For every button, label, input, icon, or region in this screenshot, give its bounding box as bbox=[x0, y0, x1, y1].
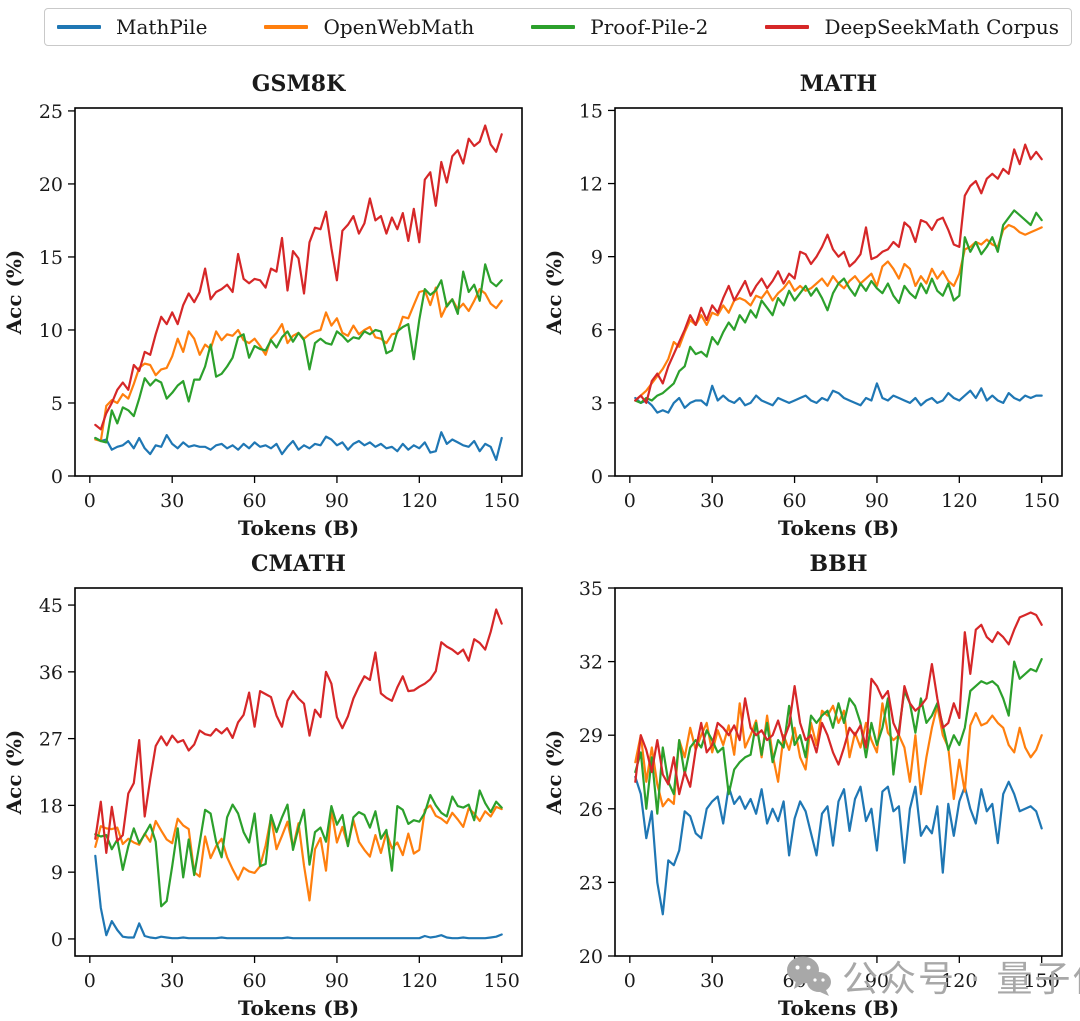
svg-text:Acc (%): Acc (%) bbox=[2, 250, 26, 336]
svg-text:Tokens (B): Tokens (B) bbox=[238, 996, 359, 1020]
svg-text:0: 0 bbox=[84, 490, 96, 512]
svg-text:150: 150 bbox=[1024, 490, 1060, 512]
svg-text:15: 15 bbox=[579, 100, 603, 122]
svg-text:20: 20 bbox=[39, 174, 63, 196]
svg-text:10: 10 bbox=[39, 320, 63, 342]
svg-text:0: 0 bbox=[51, 466, 63, 488]
chart-cmath: 0 30 60 90 120 150 0 9 18 27 36 45 CMATH Tokens (B) Ac… bbox=[2, 551, 523, 1020]
svg-text:20: 20 bbox=[579, 946, 603, 968]
svg-text:60: 60 bbox=[782, 490, 806, 512]
svg-text:60: 60 bbox=[242, 970, 266, 992]
svg-text:CMATH: CMATH bbox=[251, 551, 346, 577]
deepseekmath-corpus-line-swatch bbox=[765, 25, 810, 29]
svg-text:BBH: BBH bbox=[810, 551, 868, 577]
svg-text:120: 120 bbox=[401, 970, 437, 992]
svg-text:MATH: MATH bbox=[800, 71, 877, 97]
svg-text:0: 0 bbox=[624, 490, 636, 512]
svg-text:45: 45 bbox=[39, 595, 63, 617]
svg-text:Tokens (B): Tokens (B) bbox=[238, 516, 359, 540]
svg-text:GSM8K: GSM8K bbox=[252, 71, 346, 97]
svg-text:150: 150 bbox=[1024, 970, 1060, 992]
legend-item-openwebmath: OpenWebMath bbox=[264, 15, 474, 39]
svg-text:5: 5 bbox=[51, 393, 63, 415]
legend-item-proof-pile-2: Proof-Pile-2 bbox=[531, 15, 708, 39]
svg-text:90: 90 bbox=[325, 970, 349, 992]
svg-text:32: 32 bbox=[579, 652, 603, 674]
svg-text:27: 27 bbox=[39, 729, 63, 751]
svg-text:9: 9 bbox=[591, 247, 603, 269]
svg-text:15: 15 bbox=[39, 247, 63, 269]
svg-text:Acc (%): Acc (%) bbox=[542, 730, 566, 816]
svg-text:90: 90 bbox=[865, 490, 889, 512]
legend-label-deepseekmath-corpus: DeepSeekMath Corpus bbox=[824, 15, 1059, 39]
svg-text:30: 30 bbox=[160, 970, 184, 992]
svg-text:6: 6 bbox=[591, 320, 603, 342]
svg-text:Tokens (B): Tokens (B) bbox=[778, 996, 899, 1020]
proof-pile-2-line-swatch bbox=[531, 25, 576, 29]
chart-gsm8k: 0 30 60 90 120 150 0 5 10 15 20 25 GSM8K Tokens (B) Ac… bbox=[2, 71, 523, 540]
svg-text:60: 60 bbox=[242, 490, 266, 512]
svg-text:29: 29 bbox=[579, 725, 603, 747]
svg-text:0: 0 bbox=[51, 929, 63, 951]
svg-text:12: 12 bbox=[579, 174, 603, 196]
legend-label-mathpile: MathPile bbox=[116, 15, 208, 39]
svg-text:90: 90 bbox=[865, 970, 889, 992]
chart-bbh: 0 30 60 90 120 150 20 23 26 29 32 35 BBH Tokens (B) Ac… bbox=[542, 551, 1063, 1020]
svg-text:60: 60 bbox=[782, 970, 806, 992]
svg-text:150: 150 bbox=[484, 490, 520, 512]
svg-text:150: 150 bbox=[484, 970, 520, 992]
svg-text:35: 35 bbox=[579, 578, 603, 600]
legend-item-mathpile: MathPile bbox=[57, 15, 207, 39]
svg-text:25: 25 bbox=[39, 101, 63, 123]
svg-text:90: 90 bbox=[325, 490, 349, 512]
svg-text:36: 36 bbox=[39, 662, 63, 684]
svg-text:18: 18 bbox=[39, 795, 63, 817]
legend-label-openwebmath: OpenWebMath bbox=[323, 15, 475, 39]
chart-math: 0 30 60 90 120 150 0 3 6 9 12 15 MATH Tokens (B) Acc (… bbox=[542, 71, 1063, 540]
svg-text:30: 30 bbox=[700, 490, 724, 512]
svg-text:0: 0 bbox=[591, 466, 603, 488]
openwebmath-line-swatch bbox=[264, 25, 309, 29]
mathpile-line-swatch bbox=[57, 25, 101, 29]
svg-text:3: 3 bbox=[591, 393, 603, 415]
legend: MathPile OpenWebMath Proof-Pile-2 DeepSe… bbox=[44, 8, 1072, 46]
svg-text:30: 30 bbox=[160, 490, 184, 512]
svg-text:120: 120 bbox=[941, 970, 977, 992]
svg-text:Acc (%): Acc (%) bbox=[2, 730, 26, 816]
svg-text:0: 0 bbox=[624, 970, 636, 992]
svg-text:23: 23 bbox=[579, 872, 603, 894]
svg-text:26: 26 bbox=[579, 799, 603, 821]
legend-label-proof-pile-2: Proof-Pile-2 bbox=[590, 15, 709, 39]
svg-text:30: 30 bbox=[700, 970, 724, 992]
svg-text:Acc (%): Acc (%) bbox=[542, 250, 566, 336]
svg-text:Tokens (B): Tokens (B) bbox=[778, 516, 899, 540]
svg-text:0: 0 bbox=[84, 970, 96, 992]
svg-text:120: 120 bbox=[941, 490, 977, 512]
svg-text:120: 120 bbox=[401, 490, 437, 512]
svg-text:9: 9 bbox=[51, 862, 63, 884]
legend-item-deepseekmath-corpus: DeepSeekMath Corpus bbox=[765, 15, 1059, 39]
